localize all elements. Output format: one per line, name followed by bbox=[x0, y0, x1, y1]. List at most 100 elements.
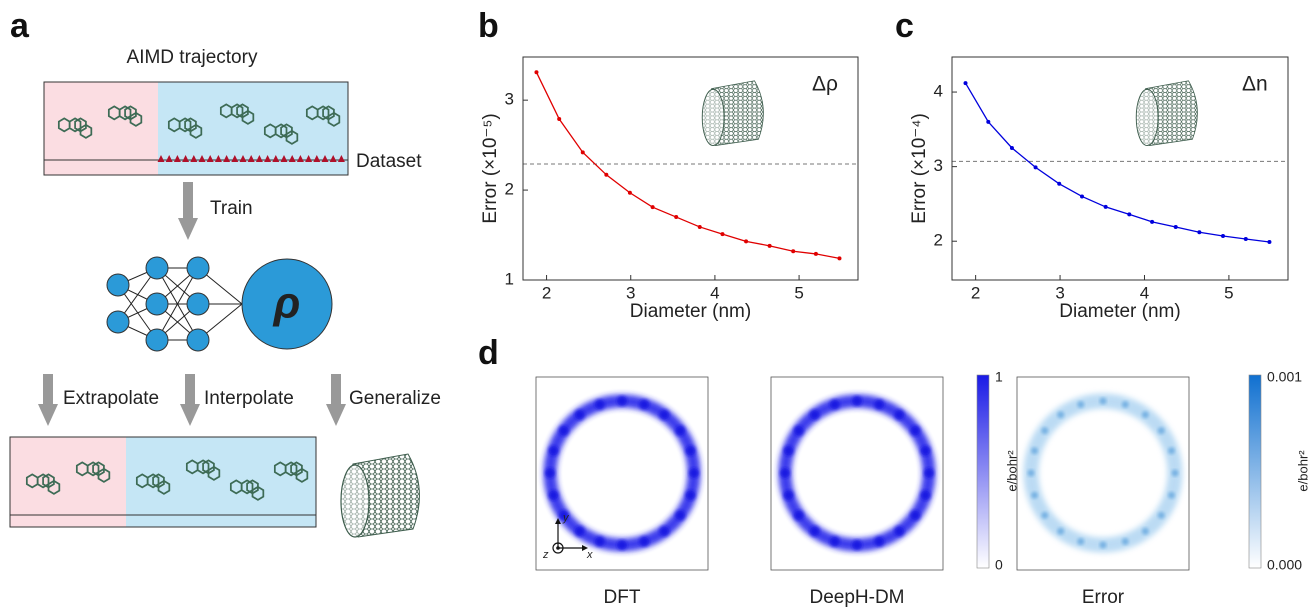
colorbar bbox=[976, 374, 990, 569]
atom-density bbox=[1099, 541, 1107, 549]
colorbar-min-label: 0 bbox=[995, 557, 1003, 573]
data-point bbox=[697, 224, 702, 229]
atom-density bbox=[617, 540, 627, 550]
map-title: DFT bbox=[604, 587, 641, 608]
data-point bbox=[1150, 219, 1155, 224]
atom-density bbox=[675, 425, 686, 436]
data-point bbox=[791, 249, 796, 254]
annotation: Δn bbox=[1242, 73, 1268, 96]
arrow-head bbox=[178, 218, 198, 240]
z-axis-symbol bbox=[552, 542, 564, 554]
data-point bbox=[534, 70, 539, 75]
data-point bbox=[1080, 194, 1085, 199]
atom-density bbox=[1099, 397, 1107, 405]
data-point-marker bbox=[337, 155, 345, 162]
data-point-marker bbox=[157, 155, 165, 162]
arrow-shaft bbox=[183, 182, 193, 220]
arrows bbox=[38, 374, 346, 426]
annotation: Δρ bbox=[812, 73, 838, 96]
atom-density bbox=[1031, 447, 1039, 455]
atom-density bbox=[1141, 411, 1149, 419]
data-point-marker bbox=[305, 155, 313, 162]
atom-density bbox=[829, 399, 840, 410]
neuron bbox=[186, 292, 210, 316]
atom-density bbox=[809, 409, 820, 420]
atom-density bbox=[1167, 491, 1175, 499]
x-tick-label: 2 bbox=[971, 283, 980, 302]
arrow-head bbox=[555, 518, 561, 524]
atom-density bbox=[558, 425, 569, 436]
data-point-marker bbox=[272, 155, 280, 162]
data-point bbox=[1267, 239, 1272, 244]
atom-density bbox=[924, 468, 934, 478]
data-point bbox=[1173, 225, 1178, 230]
atom-density bbox=[1027, 469, 1035, 477]
data-point bbox=[627, 190, 632, 195]
atom-density bbox=[1057, 411, 1065, 419]
atom-density bbox=[1141, 527, 1149, 535]
atom-density bbox=[780, 468, 790, 478]
atom-density bbox=[920, 490, 931, 501]
y-tick-label: 3 bbox=[505, 90, 514, 109]
data-point bbox=[1057, 181, 1062, 186]
trajectory-box bbox=[43, 81, 349, 176]
atom-density bbox=[809, 526, 820, 537]
arrow-head bbox=[38, 404, 58, 426]
atom-density bbox=[910, 510, 921, 521]
atom-density bbox=[1077, 537, 1085, 545]
data-point-marker bbox=[296, 155, 304, 162]
axis-name: y bbox=[562, 512, 570, 524]
atom-density bbox=[594, 536, 605, 547]
x-tick-label: 3 bbox=[626, 283, 635, 302]
data-point bbox=[1127, 212, 1132, 217]
y-tick-label: 1 bbox=[505, 269, 514, 288]
atom-density bbox=[689, 468, 699, 478]
output-node bbox=[241, 258, 333, 350]
density-maps: DFT DeepH-DM Error x y z 1 0 e/bohr² 0.001 0.000 e/… bbox=[535, 369, 1310, 608]
atom-density bbox=[574, 526, 585, 537]
data-point bbox=[650, 205, 655, 210]
neuron bbox=[106, 310, 130, 334]
panel-label: d bbox=[478, 334, 499, 372]
data-point-marker bbox=[206, 155, 214, 162]
trajectory-title: AIMD trajectory bbox=[127, 47, 258, 68]
data-point-marker bbox=[280, 155, 288, 162]
generalize-label: Generalize bbox=[349, 388, 441, 409]
arrow-shaft bbox=[331, 374, 341, 406]
colorbar-max-label: 1 bbox=[995, 369, 1003, 385]
atom-density bbox=[659, 409, 670, 420]
x-tick-label: 4 bbox=[1140, 283, 1149, 302]
atom-density bbox=[594, 399, 605, 410]
atom-density bbox=[1077, 401, 1085, 409]
data-point bbox=[837, 256, 842, 261]
axis-name: x bbox=[586, 549, 593, 561]
atom-density bbox=[574, 409, 585, 420]
data-point-marker bbox=[321, 155, 329, 162]
atom-density bbox=[617, 396, 627, 406]
atom-density bbox=[793, 510, 804, 521]
data-point-marker bbox=[165, 155, 173, 162]
data-point-marker bbox=[239, 155, 247, 162]
neuron bbox=[145, 292, 169, 316]
atom-density bbox=[639, 536, 650, 547]
data-point-marker bbox=[223, 155, 231, 162]
colorbar-min-label: 0.000 bbox=[1267, 557, 1302, 573]
nanotube bbox=[340, 453, 421, 538]
density-map-frame bbox=[770, 376, 944, 571]
atom-density bbox=[910, 425, 921, 436]
colorbar-unit: e/bohr² bbox=[1295, 450, 1310, 492]
data-point bbox=[1009, 145, 1014, 150]
series-line bbox=[535, 72, 840, 260]
rho-symbol: ρ bbox=[272, 279, 301, 328]
atom-density bbox=[639, 399, 650, 410]
colorbar-unit: e/bohr² bbox=[1004, 450, 1019, 492]
axis-name: z bbox=[542, 549, 549, 561]
atom-density bbox=[1031, 491, 1039, 499]
x-tick-label: 3 bbox=[1055, 283, 1064, 302]
atom-density bbox=[852, 396, 862, 406]
atom-density bbox=[675, 510, 686, 521]
atom-density bbox=[558, 510, 569, 521]
train-label: Train bbox=[210, 198, 253, 219]
